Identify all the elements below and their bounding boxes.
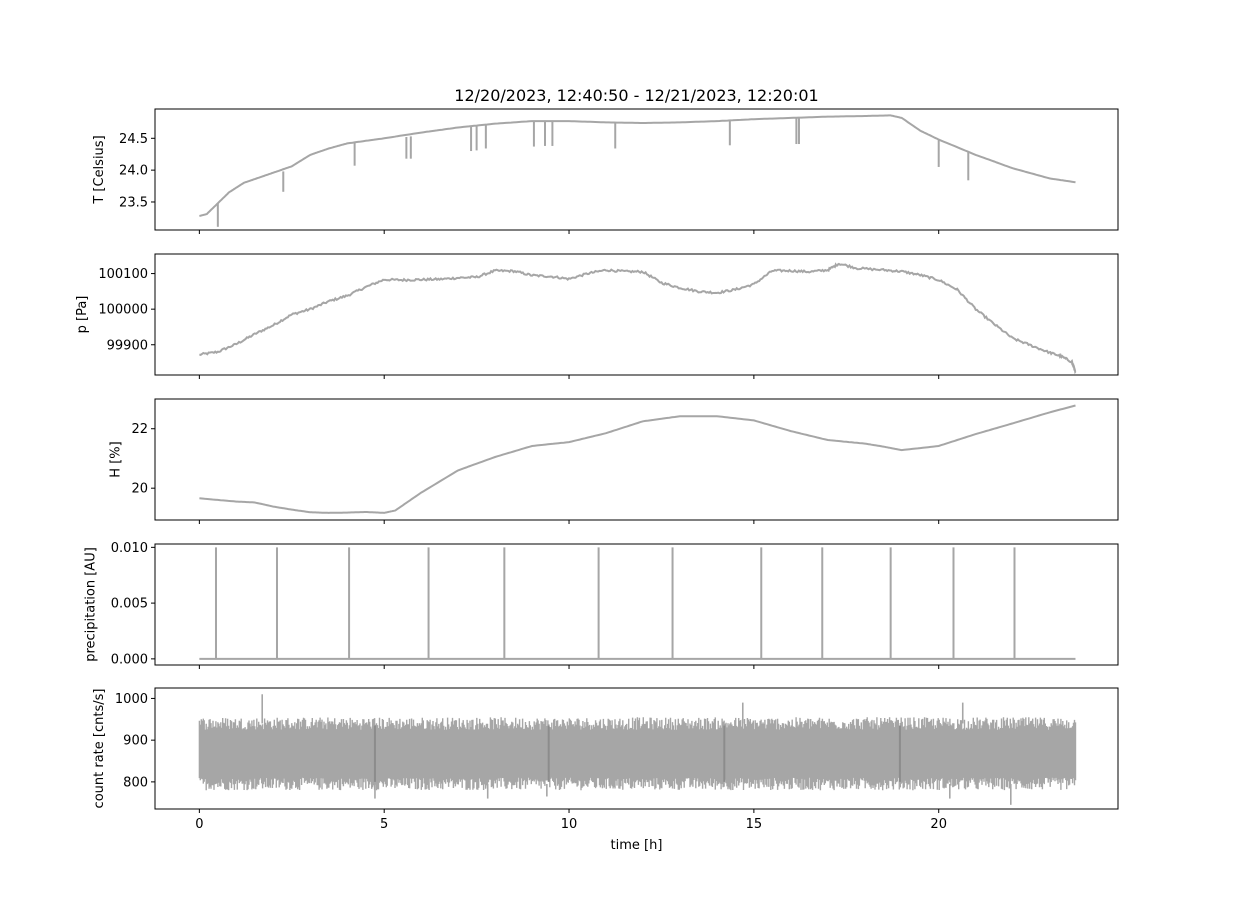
plot-area [199,404,1076,514]
y-tick-label: 0.005 [111,597,148,612]
y-tick-label: 100100 [98,267,148,282]
y-tick-label: 23.5 [119,195,148,210]
y-tick-label: 24.5 [119,132,148,147]
panel-5: 800 900 1000 count rate [cnts/s] 0 5 10 15 20 [92,687,1119,832]
x-tick-label: 10 [561,817,578,832]
series-line [199,114,1076,217]
panel-4: 0.000 0.005 0.010 precipitation [AU] [84,541,1119,669]
axes-frame [154,687,1119,810]
y-axis-label: H [%] [108,441,123,477]
y-tick-label: 99900 [107,338,148,353]
y-axis-label: precipitation [AU] [84,547,99,662]
y-tick-label: 22 [131,422,148,437]
plot-area [199,114,1076,227]
y-axis-label: p [Pa] [75,296,90,334]
x-tick-label: 20 [930,817,947,832]
panel-2: 99900 100000 100100 p [Pa] [75,253,1119,379]
x-axis-label: time [h] [611,838,663,853]
y-tick-label: 1000 [115,692,148,707]
series-line [199,404,1076,514]
y-tick-label: 100000 [98,303,148,318]
y-tick-label: 900 [123,734,148,749]
y-tick-label: 24.0 [119,164,148,179]
x-tick-label: 15 [746,817,763,832]
panel-3: 20 22 H [%] [108,398,1119,524]
y-axis-label: T [Celsius] [92,135,107,204]
axes-frame [154,253,1119,376]
x-tick-label: 0 [195,817,203,832]
y-tick-label: 0.010 [111,541,148,556]
plot-area [199,547,1076,660]
x-tick-label: 5 [380,817,388,832]
y-tick-label: 20 [131,482,148,497]
axes-frame [154,543,1119,666]
y-axis-label: count rate [cnts/s] [92,689,107,809]
y-tick-label: 0.000 [111,652,148,667]
axes-frame [154,108,1119,231]
plot-area [198,694,1077,805]
plot-area [199,262,1077,375]
axes-frame [154,398,1119,521]
chart-title: 12/20/2023, 12:40:50 - 12/21/2023, 12:20… [454,86,818,105]
series-line [199,262,1077,375]
panel-1: 23.5 24.0 24.5 T [Celsius] [92,108,1119,234]
y-tick-label: 800 [123,775,148,790]
series-band-core [199,733,1076,777]
